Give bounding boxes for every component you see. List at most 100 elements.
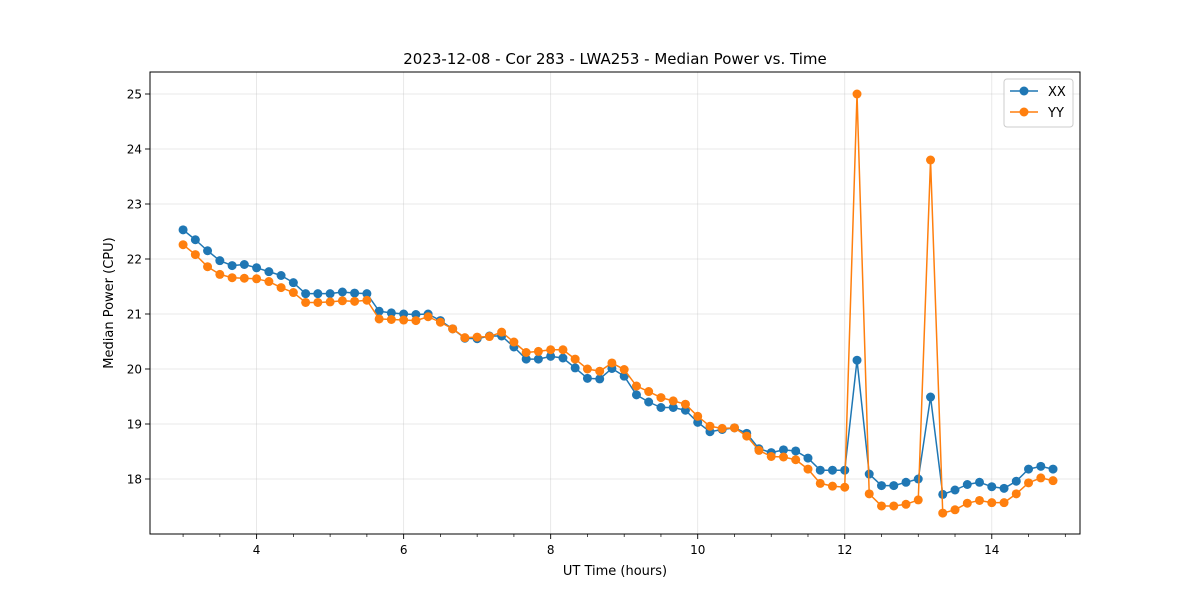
data-point-xx bbox=[901, 477, 911, 487]
data-point-yy bbox=[803, 464, 813, 474]
data-point-xx bbox=[950, 485, 960, 495]
x-axis-label: UT Time (hours) bbox=[563, 564, 667, 579]
data-point-yy bbox=[791, 455, 801, 465]
data-point-yy bbox=[815, 478, 825, 488]
data-point-xx bbox=[1011, 476, 1021, 486]
data-point-xx bbox=[337, 287, 347, 297]
data-point-yy bbox=[521, 348, 531, 357]
data-point-xx bbox=[374, 306, 384, 316]
plot-frame bbox=[149, 71, 1081, 535]
data-point-yy bbox=[766, 451, 776, 461]
data-point-xx bbox=[276, 271, 286, 280]
data-point-xx bbox=[558, 353, 568, 363]
data-point-xx bbox=[987, 482, 997, 492]
data-point-yy bbox=[975, 495, 984, 505]
data-point-xx bbox=[239, 260, 249, 269]
data-point-xx bbox=[533, 354, 543, 364]
data-point-xx bbox=[631, 390, 641, 400]
data-point-yy bbox=[276, 283, 286, 293]
data-point-yy bbox=[484, 332, 494, 342]
x-tick-label: 8 bbox=[547, 543, 555, 557]
data-point-yy bbox=[264, 277, 274, 287]
data-point-yy bbox=[864, 489, 874, 499]
data-point-yy bbox=[938, 508, 948, 518]
data-point-yy bbox=[852, 89, 862, 99]
data-point-xx bbox=[521, 354, 531, 364]
data-point-yy bbox=[827, 481, 837, 491]
data-point-yy bbox=[668, 396, 678, 406]
data-point-yy bbox=[337, 296, 347, 306]
data-point-xx bbox=[325, 289, 335, 299]
y-tick-label: 22 bbox=[127, 253, 142, 267]
data-point-xx bbox=[190, 235, 200, 245]
chart-title: 2023-12-08 - Cor 283 - LWA253 - Median P… bbox=[403, 50, 827, 68]
y-tick-label: 20 bbox=[127, 363, 142, 377]
data-point-xx bbox=[215, 256, 225, 266]
data-point-yy bbox=[631, 381, 641, 391]
data-point-xx bbox=[227, 261, 237, 271]
x-tick-label: 10 bbox=[690, 543, 705, 557]
data-point-yy bbox=[325, 297, 335, 307]
data-point-xx bbox=[1048, 464, 1058, 474]
data-point-yy bbox=[877, 501, 886, 511]
y-tick-label: 21 bbox=[127, 308, 142, 322]
data-point-yy bbox=[288, 288, 298, 298]
data-point-yy bbox=[913, 495, 923, 505]
data-point-yy bbox=[374, 314, 384, 324]
data-point-yy bbox=[558, 345, 568, 355]
data-point-yy bbox=[399, 315, 409, 325]
x-tick-label: 12 bbox=[837, 543, 852, 557]
y-axis-label: Median Power (CPU) bbox=[102, 237, 117, 368]
data-point-xx bbox=[362, 289, 372, 299]
data-point-yy bbox=[962, 498, 972, 508]
data-point-yy bbox=[239, 273, 249, 283]
data-point-yy bbox=[1011, 489, 1021, 499]
data-point-xx bbox=[619, 371, 629, 381]
data-point-yy bbox=[227, 273, 237, 283]
data-point-yy bbox=[1036, 473, 1046, 483]
data-point-xx bbox=[313, 289, 323, 299]
x-tick-label: 14 bbox=[984, 543, 999, 557]
data-point-xx bbox=[386, 308, 396, 318]
y-tick-label: 24 bbox=[127, 143, 142, 157]
data-point-yy bbox=[460, 333, 470, 343]
data-point-xx bbox=[264, 267, 274, 277]
data-point-xx bbox=[350, 288, 360, 298]
data-point-yy bbox=[840, 482, 850, 492]
data-point-xx bbox=[288, 278, 298, 288]
data-point-xx bbox=[301, 289, 311, 299]
y-tick-label: 19 bbox=[127, 418, 142, 432]
data-point-yy bbox=[362, 295, 372, 305]
data-point-yy bbox=[950, 505, 960, 515]
data-point-yy bbox=[215, 269, 225, 279]
data-point-yy bbox=[717, 423, 727, 433]
ticks: 4 6 8 10 12 14 18 19 20 21 22 23 24 25 bbox=[127, 88, 1066, 557]
data-point-xx bbox=[889, 481, 899, 491]
data-point-xx bbox=[827, 465, 837, 475]
data-point-xx bbox=[582, 373, 592, 383]
data-point-yy bbox=[889, 501, 899, 511]
data-point-yy bbox=[448, 324, 458, 334]
data-point-yy bbox=[472, 332, 482, 342]
data-point-xx bbox=[803, 453, 813, 463]
data-point-xx bbox=[962, 480, 972, 489]
data-point-yy bbox=[680, 399, 690, 409]
data-point-xx bbox=[178, 225, 188, 235]
data-point-xx bbox=[546, 351, 556, 361]
data-point-xx bbox=[791, 446, 801, 456]
data-point-yy bbox=[178, 240, 188, 250]
data-point-yy bbox=[742, 431, 752, 441]
data-point-yy bbox=[693, 411, 703, 421]
data-point-xx bbox=[668, 403, 678, 412]
data-point-yy bbox=[252, 274, 262, 284]
data-point-xx bbox=[926, 392, 936, 402]
data-point-yy bbox=[203, 262, 213, 272]
y-tick-label: 23 bbox=[127, 198, 142, 212]
data-point-xx bbox=[656, 403, 666, 412]
data-point-yy bbox=[497, 327, 507, 337]
data-point-yy bbox=[987, 498, 997, 508]
y-tick-label: 18 bbox=[127, 473, 142, 487]
data-point-yy bbox=[435, 317, 445, 327]
